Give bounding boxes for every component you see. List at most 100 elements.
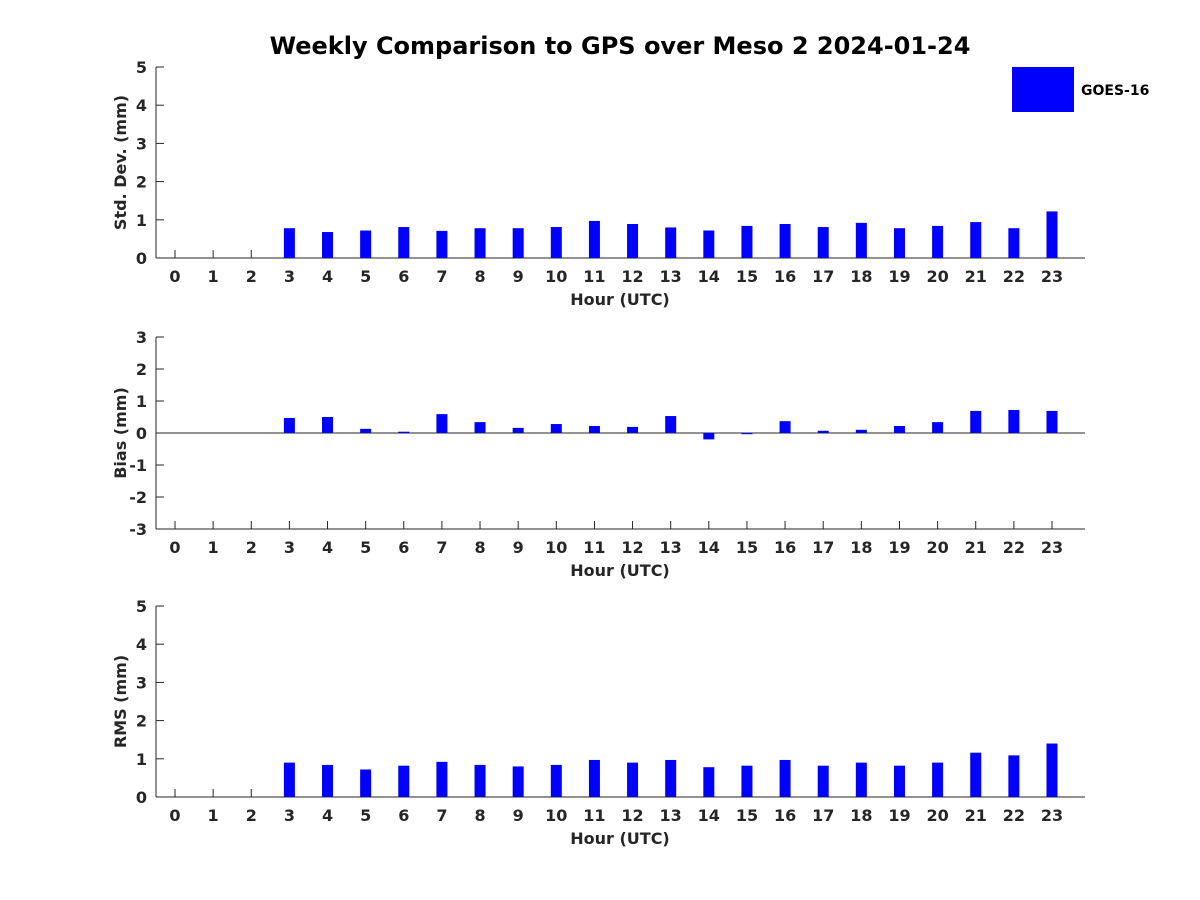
x-tick-label: 0 xyxy=(169,806,180,825)
x-tick-label: 19 xyxy=(888,538,910,557)
bar-hour-14 xyxy=(703,433,715,440)
y-axis-label: Std. Dev. (mm) xyxy=(111,95,130,230)
bar-hour-17 xyxy=(817,430,829,433)
bar-hour-6 xyxy=(398,765,410,797)
bar-hour-6 xyxy=(398,227,410,258)
bar-hour-21 xyxy=(970,410,982,433)
bar-hour-16 xyxy=(779,224,791,258)
x-tick-label: 13 xyxy=(660,267,682,286)
x-tick-label: 17 xyxy=(812,267,834,286)
bar-hour-5 xyxy=(360,230,372,258)
x-tick-label: 0 xyxy=(169,267,180,286)
x-tick-label: 12 xyxy=(621,538,643,557)
bar-hour-22 xyxy=(1008,228,1020,258)
x-axis-label: Hour (UTC) xyxy=(570,561,670,580)
x-tick-label: 5 xyxy=(360,538,371,557)
x-tick-label: 7 xyxy=(436,538,447,557)
x-tick-label: 1 xyxy=(208,806,219,825)
bar-hour-16 xyxy=(779,759,791,797)
x-tick-label: 1 xyxy=(208,267,219,286)
legend-label: GOES-16 xyxy=(1081,83,1149,99)
x-tick-label: 4 xyxy=(322,538,333,557)
y-tick-label: 2 xyxy=(136,712,147,731)
x-tick-label: 21 xyxy=(965,267,987,286)
x-tick-label: 19 xyxy=(888,806,910,825)
y-tick-label: 1 xyxy=(136,211,147,230)
bar-hour-10 xyxy=(550,227,562,258)
bar-hour-4 xyxy=(322,417,334,433)
x-tick-label: 9 xyxy=(513,538,524,557)
x-tick-label: 17 xyxy=(812,806,834,825)
x-tick-label: 9 xyxy=(513,806,524,825)
x-tick-label: 10 xyxy=(545,267,567,286)
x-tick-label: 7 xyxy=(436,806,447,825)
x-tick-label: 18 xyxy=(850,538,872,557)
y-axis-label: Bias (mm) xyxy=(111,387,130,479)
x-tick-label: 21 xyxy=(965,806,987,825)
y-axis-label: RMS (mm) xyxy=(111,655,130,748)
bar-hour-9 xyxy=(512,766,524,797)
x-tick-label: 20 xyxy=(926,267,948,286)
bar-hour-14 xyxy=(703,767,715,797)
x-tick-label: 3 xyxy=(284,538,295,557)
x-tick-label: 13 xyxy=(660,538,682,557)
bar-hour-19 xyxy=(893,425,905,433)
x-tick-label: 11 xyxy=(583,538,605,557)
x-tick-label: 6 xyxy=(398,806,409,825)
x-tick-label: 15 xyxy=(736,806,758,825)
bar-hour-15 xyxy=(741,225,753,258)
x-tick-label: 2 xyxy=(246,806,257,825)
bar-hour-20 xyxy=(932,422,944,433)
bar-hour-17 xyxy=(817,765,829,797)
y-tick-label: 5 xyxy=(136,58,147,77)
y-tick-label: 0 xyxy=(136,424,147,443)
bar-hour-10 xyxy=(550,764,562,797)
y-tick-label: -3 xyxy=(129,520,147,539)
y-tick-label: 2 xyxy=(136,360,147,379)
bar-hour-20 xyxy=(932,762,944,797)
x-tick-label: 20 xyxy=(926,538,948,557)
x-tick-label: 14 xyxy=(698,538,720,557)
x-tick-label: 10 xyxy=(545,538,567,557)
x-tick-label: 23 xyxy=(1041,538,1063,557)
bar-hour-11 xyxy=(588,220,600,258)
bar-hour-13 xyxy=(665,227,677,258)
x-tick-label: 16 xyxy=(774,538,796,557)
x-tick-label: 20 xyxy=(926,806,948,825)
bar-hour-12 xyxy=(627,224,639,258)
x-tick-label: 16 xyxy=(774,806,796,825)
x-tick-label: 5 xyxy=(360,806,371,825)
x-tick-label: 15 xyxy=(736,538,758,557)
bar-hour-23 xyxy=(1046,743,1058,797)
bar-hour-7 xyxy=(436,230,448,258)
x-tick-label: 21 xyxy=(965,538,987,557)
legend-swatch xyxy=(1012,67,1074,112)
bar-hour-5 xyxy=(360,769,372,797)
bar-hour-10 xyxy=(550,424,562,433)
bar-hour-3 xyxy=(283,228,295,258)
y-tick-label: 3 xyxy=(136,328,147,347)
x-tick-label: 8 xyxy=(474,806,485,825)
y-tick-label: 0 xyxy=(136,788,147,807)
bar-hour-4 xyxy=(322,232,334,258)
bar-hour-4 xyxy=(322,764,334,797)
x-tick-label: 0 xyxy=(169,538,180,557)
bar-hour-13 xyxy=(665,759,677,797)
bar-hour-8 xyxy=(474,764,486,797)
y-tick-label: 4 xyxy=(136,635,147,654)
x-tick-label: 18 xyxy=(850,806,872,825)
bar-hour-7 xyxy=(436,761,448,797)
bar-hour-14 xyxy=(703,230,715,258)
x-tick-label: 6 xyxy=(398,267,409,286)
x-axis-label: Hour (UTC) xyxy=(570,829,670,848)
y-tick-label: 4 xyxy=(136,96,147,115)
bar-hour-22 xyxy=(1008,409,1020,433)
x-tick-label: 23 xyxy=(1041,267,1063,286)
y-tick-label: 2 xyxy=(136,173,147,192)
y-tick-label: 1 xyxy=(136,750,147,769)
x-tick-label: 7 xyxy=(436,267,447,286)
bar-hour-22 xyxy=(1008,755,1020,797)
bar-hour-15 xyxy=(741,765,753,797)
x-tick-label: 16 xyxy=(774,267,796,286)
x-tick-label: 4 xyxy=(322,267,333,286)
